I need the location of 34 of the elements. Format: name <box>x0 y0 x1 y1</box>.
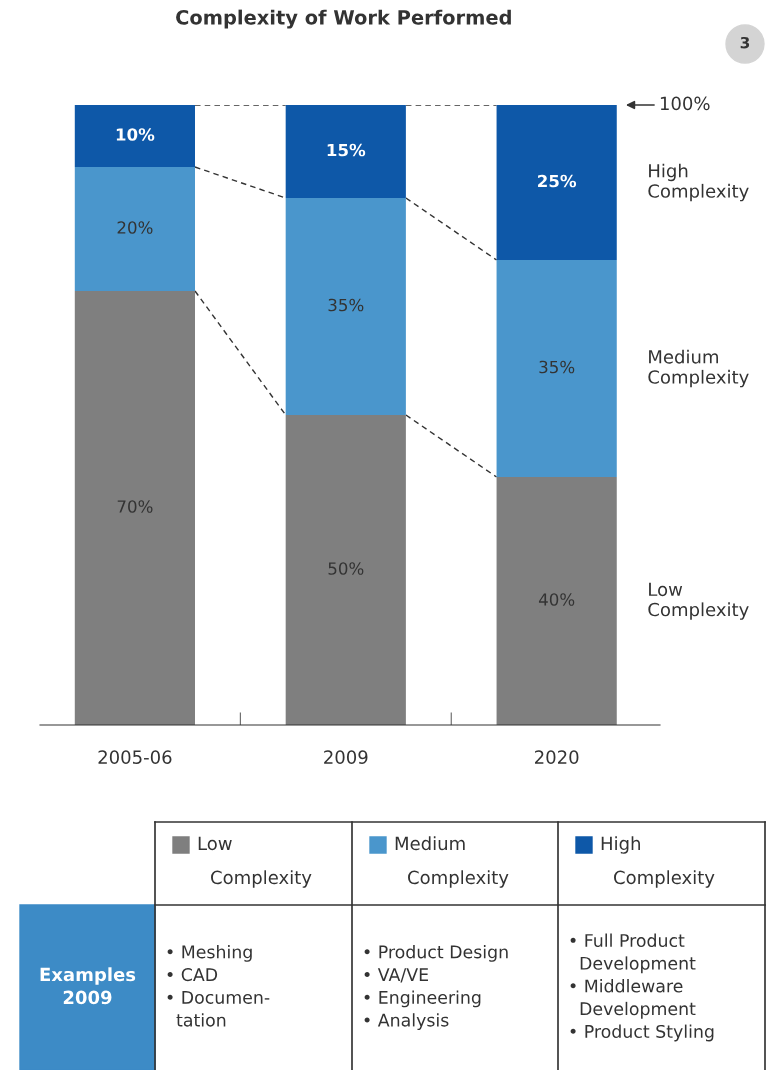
data-label: 10% <box>116 128 155 141</box>
x-tick-label: 2005-06 <box>98 750 172 764</box>
bar <box>285 198 406 415</box>
x-tick-label: 2020 <box>535 750 579 764</box>
text: Examples 2009 <box>40 967 136 1005</box>
data-label: 25% <box>538 174 577 188</box>
bar <box>496 477 617 725</box>
text: • Meshing • CAD • Documen- tation <box>167 944 270 1027</box>
bar <box>285 415 406 725</box>
data-label: 40% <box>538 593 575 606</box>
text: • Full Product Development • Middleware Development • Product Styling <box>570 933 714 1042</box>
chart-title: Complexity of Work Performed <box>176 9 511 29</box>
bar <box>74 291 195 725</box>
text: 3 <box>740 36 750 49</box>
legend-label: Medium Complexity <box>395 836 509 888</box>
text: Low Complexity <box>648 582 749 620</box>
text: High Complexity <box>648 163 749 202</box>
bar <box>74 167 195 291</box>
bar <box>496 260 617 477</box>
legend-label: Low Complexity <box>198 836 312 888</box>
bar <box>496 105 617 260</box>
bar <box>285 105 406 198</box>
bar <box>74 105 195 167</box>
data-label: 35% <box>539 360 575 374</box>
data-label: 35% <box>328 298 364 312</box>
data-label: 50% <box>328 562 364 575</box>
data-label: 70% <box>117 500 153 513</box>
data-label: 20% <box>117 221 153 234</box>
text: Medium Complexity <box>648 349 749 388</box>
text: 100% <box>660 96 710 111</box>
legend-label: High Complexity <box>601 836 715 888</box>
data-label: 15% <box>327 143 366 157</box>
x-tick-label: 2009 <box>324 750 368 764</box>
text: • Product Design • VA/VE • Engineering • Analysis <box>364 944 508 1031</box>
